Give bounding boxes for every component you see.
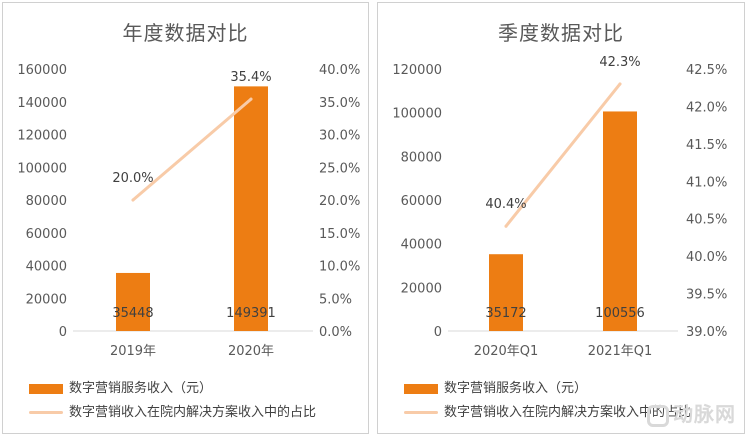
ratio-line	[131, 97, 253, 202]
legend-bar-label: 数字营销服务收入（元）	[69, 381, 213, 396]
bar	[489, 254, 523, 331]
watermark-logo-icon	[647, 404, 669, 427]
y-right-tick-label: 20.0%	[319, 194, 360, 209]
y-left-tick-label: 0	[59, 325, 67, 340]
y-right-tick-label: 39.5%	[686, 288, 727, 303]
legend-line-swatch	[29, 411, 63, 414]
quarterly-chart-plot: 0 20000 40000 60000 80000 100000 120000 39.0% 39…	[392, 55, 727, 359]
ratio-data-label: 40.4%	[485, 197, 526, 212]
legend-bar-entry: 数字营销服务收入（元）	[404, 377, 587, 396]
y-left-tick-label: 40000	[401, 238, 442, 253]
y-right-tick-label: 0.0%	[319, 325, 352, 340]
ratio-data-label: 35.4%	[230, 70, 271, 85]
ratio-point	[249, 97, 253, 101]
y-left-tick-label: 100000	[17, 161, 67, 176]
y-left-tick-label: 20000	[26, 292, 67, 307]
legend-line-swatch	[404, 411, 438, 414]
annual-chart-plot: 0 20000 40000 60000 80000 100000 120000 140000 1…	[17, 63, 360, 359]
quarterly-comparison-panel: 季度数据对比 0 20000 40000 60000 80000 100000 120000…	[377, 2, 745, 434]
ratio-data-label: 20.0%	[112, 171, 153, 186]
y-left-tick-label: 120000	[392, 63, 442, 78]
y-right-tick-label: 40.0%	[686, 250, 727, 265]
bar-data-label: 100556	[595, 306, 645, 321]
y-right-tick-label: 41.5%	[686, 138, 727, 153]
y-left-tick-label: 0	[434, 325, 442, 340]
chart-title: 季度数据对比	[498, 21, 624, 45]
y-left-tick-label: 60000	[26, 227, 67, 242]
bar	[603, 111, 637, 332]
y-right-tick-label: 10.0%	[319, 260, 360, 275]
x-category-label: 2020年	[228, 344, 274, 359]
ratio-data-label: 42.3%	[599, 55, 640, 70]
watermark-text: 动脉网	[673, 402, 736, 426]
legend-bar-swatch	[404, 383, 438, 394]
x-category-label: 2020年Q1	[474, 344, 539, 359]
y-right-tick-label: 25.0%	[319, 161, 360, 176]
y-right-tick-label: 39.0%	[686, 325, 727, 340]
bar-data-label: 35448	[112, 306, 153, 321]
ratio-point	[131, 198, 135, 202]
x-category-label: 2021年Q1	[588, 344, 653, 359]
legend-bar-label: 数字营销服务收入（元）	[444, 381, 588, 396]
y-right-tick-label: 40.5%	[686, 213, 727, 228]
y-right-tick-label: 35.0%	[319, 96, 360, 111]
y-left-tick-label: 20000	[401, 281, 442, 296]
y-left-tick-label: 80000	[26, 194, 67, 209]
y-right-tick-label: 42.0%	[686, 100, 727, 115]
bar	[234, 86, 268, 331]
y-right-tick-label: 40.0%	[319, 63, 360, 78]
bar-data-label: 149391	[226, 306, 276, 321]
annual-comparison-panel: 年度数据对比 0 20000 40000 60000 80000 100000 120000…	[2, 2, 369, 434]
y-right-tick-label: 15.0%	[319, 227, 360, 242]
y-right-tick-label: 42.5%	[686, 63, 727, 78]
y-left-tick-label: 140000	[17, 96, 67, 111]
y-right-tick-label: 5.0%	[319, 292, 352, 307]
y-left-tick-label: 160000	[17, 63, 67, 78]
legend-line-entry: 数字营销收入在院内解决方案收入中的占比	[29, 401, 316, 420]
watermark: 动脉网	[647, 398, 736, 427]
y-left-tick-label: 100000	[392, 107, 442, 122]
chart-title: 年度数据对比	[122, 21, 249, 45]
y-left-tick-label: 80000	[401, 150, 442, 165]
bar	[116, 272, 150, 331]
y-left-tick-label: 60000	[401, 194, 442, 209]
legend-line-label: 数字营销收入在院内解决方案收入中的占比	[444, 405, 692, 420]
y-right-tick-label: 41.0%	[686, 175, 727, 190]
legend-line-entry: 数字营销收入在院内解决方案收入中的占比	[404, 401, 691, 420]
bar-data-label: 35172	[485, 306, 526, 321]
legend-bar-entry: 数字营销服务收入（元）	[29, 377, 212, 396]
x-category-label: 2019年	[110, 344, 156, 359]
y-left-tick-label: 40000	[26, 260, 67, 275]
legend-line-label: 数字营销收入在院内解决方案收入中的占比	[69, 405, 317, 420]
y-left-tick-label: 120000	[17, 129, 67, 144]
y-right-tick-label: 30.0%	[319, 129, 360, 144]
ratio-point	[618, 82, 622, 86]
ratio-point	[504, 224, 508, 228]
legend-bar-swatch	[29, 383, 63, 394]
ratio-line	[504, 82, 622, 228]
